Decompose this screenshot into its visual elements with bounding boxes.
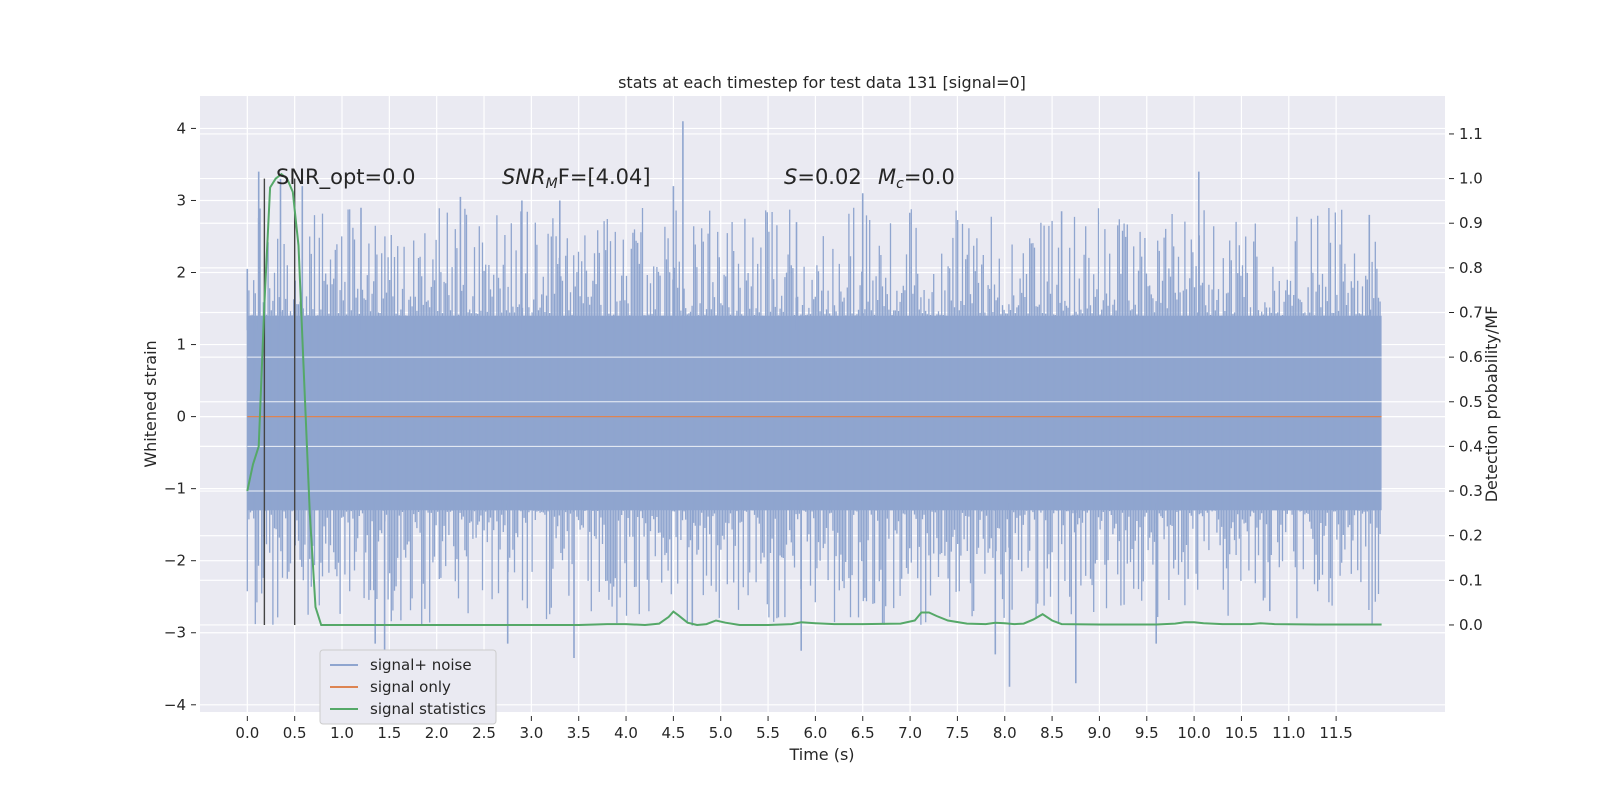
left-tick-label: 0 — [176, 408, 186, 426]
x-tick-label: 3.5 — [567, 724, 591, 742]
signal-statistics-line — [246, 172, 1382, 627]
x-tick-label: 5.5 — [756, 724, 780, 742]
x-tick-label: 7.5 — [945, 724, 969, 742]
right-tick-label: 1.1 — [1459, 125, 1483, 143]
annotation-mc: Mc=0.0 — [878, 165, 955, 192]
left-y-tick-labels: 4 3 2 1 0 −1 −2 −3 −4 — [164, 119, 196, 714]
x-tick-label: 2.5 — [472, 724, 496, 742]
right-tick-label: 0.1 — [1459, 571, 1483, 589]
right-tick-label: 0.5 — [1459, 393, 1483, 411]
signal-noise-series — [246, 121, 1382, 687]
x-tick-label: 5.0 — [709, 724, 733, 742]
x-tick-label: 0.0 — [235, 724, 259, 742]
right-y-axis-label: Detection probability/MF — [1482, 306, 1501, 503]
x-axis-label: Time (s) — [788, 745, 854, 764]
annotation-s: S=0.02 — [784, 165, 862, 189]
left-tick-label: 3 — [176, 191, 186, 209]
x-tick-label: 6.5 — [851, 724, 875, 742]
x-tick-label: 4.5 — [661, 724, 685, 742]
x-tick-label: 11.0 — [1272, 724, 1305, 742]
right-y-tick-labels: 1.1 1.0 0.9 0.8 0.7 0.6 0.5 0.4 0.3 0.2 0.1 0.0 — [1449, 125, 1483, 634]
legend-box — [319, 649, 497, 725]
right-tick-label: 0.7 — [1459, 303, 1483, 321]
left-tick-label: −2 — [164, 552, 186, 570]
x-tick-label: 11.5 — [1319, 724, 1352, 742]
annotation-snr-mf: SNRMF=[4.04] — [502, 165, 651, 192]
legend-label-signal-only: signal only — [370, 678, 451, 696]
noise-extreme-spikes — [246, 121, 1371, 687]
right-tick-label: 0.8 — [1459, 259, 1483, 277]
annotation-snr-opt: SNR_opt=0.0 — [276, 165, 416, 190]
x-tick-label: 1.0 — [330, 724, 354, 742]
x-tick-label: 0.5 — [283, 724, 307, 742]
x-tick-label: 9.5 — [1135, 724, 1159, 742]
noise-spikes — [246, 207, 1381, 626]
legend-label-signal-noise: signal+ noise — [370, 656, 472, 674]
x-tick-label: 9.0 — [1088, 724, 1112, 742]
left-tick-label: 2 — [176, 264, 186, 282]
right-tick-label: 0.4 — [1459, 437, 1483, 455]
legend: signal+ noise signal only signal statist… — [319, 649, 497, 725]
x-tick-label: 4.0 — [614, 724, 638, 742]
left-tick-label: −1 — [164, 480, 186, 498]
x-tick-label: 10.0 — [1177, 724, 1210, 742]
left-tick-label: 4 — [176, 119, 186, 137]
left-tick-label: −4 — [164, 696, 186, 714]
right-tick-label: 0.6 — [1459, 348, 1483, 366]
right-tick-label: 1.0 — [1459, 170, 1483, 188]
x-tick-label: 8.5 — [1040, 724, 1064, 742]
chart-title: stats at each timestep for test data 131… — [618, 73, 1026, 92]
x-tick-labels: 0.0 0.5 1.0 1.5 2.0 2.5 3.0 3.5 4.0 4.5 5.0 5.5 6.0 6… — [235, 716, 1353, 742]
right-tick-label: 0.0 — [1459, 616, 1483, 634]
x-tick-label: 10.5 — [1225, 724, 1258, 742]
x-tick-label: 7.0 — [898, 724, 922, 742]
x-tick-label: 8.0 — [993, 724, 1017, 742]
left-tick-label: −3 — [164, 624, 186, 642]
right-tick-label: 0.3 — [1459, 482, 1483, 500]
x-tick-label: 1.5 — [377, 724, 401, 742]
left-tick-label: 1 — [176, 336, 186, 354]
x-tick-label: 2.0 — [425, 724, 449, 742]
vertical-markers — [263, 178, 296, 625]
left-y-axis-label: Whitened strain — [141, 340, 160, 467]
right-tick-label: 0.2 — [1459, 527, 1483, 545]
right-tick-label: 0.9 — [1459, 214, 1483, 232]
x-tick-label: 6.0 — [803, 724, 827, 742]
x-tick-label: 3.0 — [519, 724, 543, 742]
legend-label-signal-statistics: signal statistics — [370, 700, 486, 718]
